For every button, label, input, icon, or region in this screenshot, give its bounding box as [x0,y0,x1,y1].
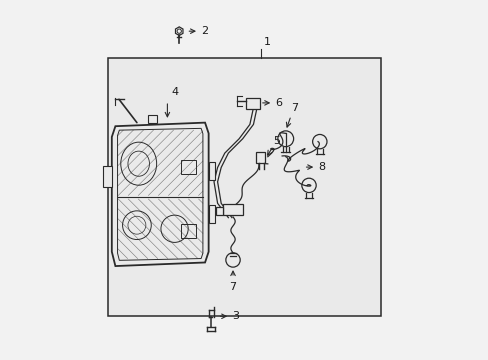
Text: 3: 3 [231,311,239,321]
Bar [102,166,112,187]
Bar [108,58,380,316]
Text: 7: 7 [229,282,236,292]
Text: 4: 4 [171,87,178,97]
Bar [181,224,195,238]
Text: 5: 5 [273,136,280,146]
Text: 8: 8 [317,162,325,172]
Bar [181,160,195,175]
Bar [256,152,265,163]
Bar [215,207,223,215]
Text: 6: 6 [274,98,282,108]
Text: 1: 1 [264,37,271,47]
Bar [208,162,215,180]
Bar [246,98,260,109]
Bar [208,205,215,223]
Bar [147,115,156,123]
Bar [223,204,242,215]
Text: 2: 2 [201,26,207,36]
Text: 7: 7 [291,103,298,113]
